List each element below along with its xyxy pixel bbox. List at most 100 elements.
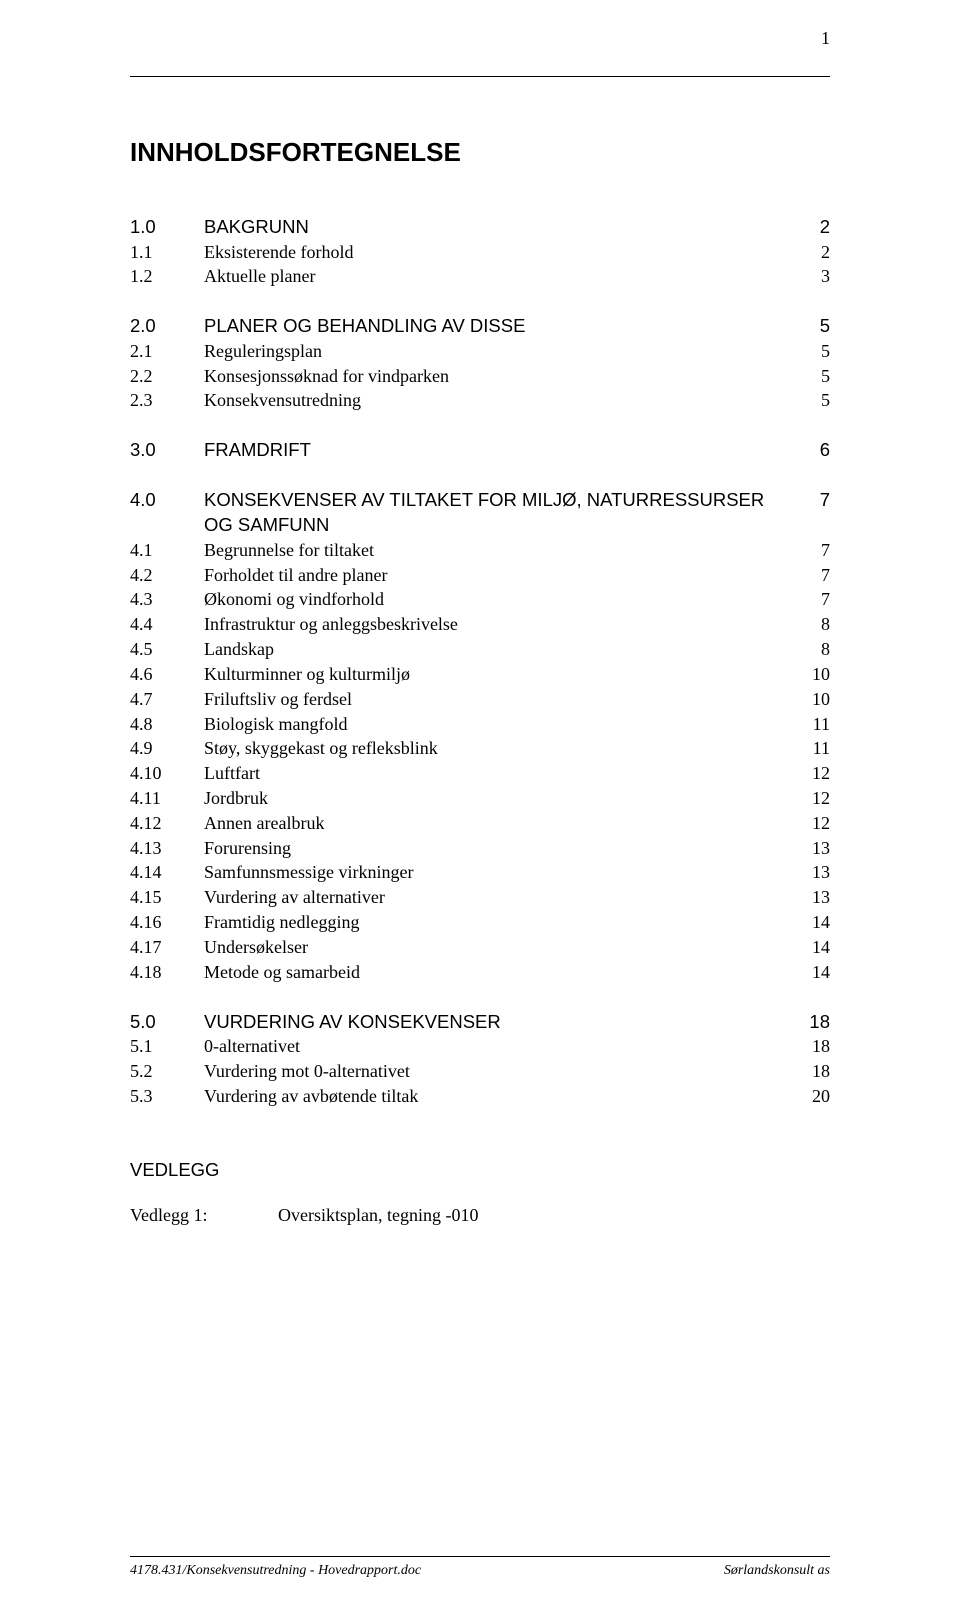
toc-item: 2.2 Konsesjonssøknad for vindparken 5 (130, 364, 830, 389)
toc-item: 4.16 Framtidig nedlegging 14 (130, 910, 830, 935)
toc-heading: 4.0 KONSEKVENSER AV TILTAKET FOR MILJØ, … (130, 487, 830, 538)
toc-number: 2.1 (130, 339, 204, 364)
toc-item: 4.6 Kulturminner og kulturmiljø 10 (130, 662, 830, 687)
toc-item: 4.7 Friluftsliv og ferdsel 10 (130, 687, 830, 712)
toc-page: 18 (790, 1034, 830, 1059)
document-page: 1 INNHOLDSFORTEGNELSE 1.0 BAKGRUNN 2 1.1… (0, 0, 960, 1226)
toc-number: 4.13 (130, 836, 204, 861)
toc-page: 7 (790, 587, 830, 612)
toc-item: 4.14 Samfunnsmessige virkninger 13 (130, 860, 830, 885)
toc-number: 1.2 (130, 264, 204, 289)
toc-page: 14 (790, 910, 830, 935)
toc-page: 10 (790, 662, 830, 687)
toc-item: 5.1 0-alternativet 18 (130, 1034, 830, 1059)
toc-number: 4.16 (130, 910, 204, 935)
toc-number: 3.0 (130, 437, 204, 463)
toc-label: PLANER OG BEHANDLING AV DISSE (204, 313, 790, 339)
toc-number: 1.1 (130, 240, 204, 265)
toc-number: 4.18 (130, 960, 204, 985)
toc-number: 5.1 (130, 1034, 204, 1059)
toc-label: Annen arealbruk (204, 811, 790, 836)
toc-number: 4.15 (130, 885, 204, 910)
toc-page: 7 (790, 538, 830, 563)
toc-page: 12 (790, 761, 830, 786)
toc-label: Konsekvensutredning (204, 388, 790, 413)
toc-item: 1.1 Eksisterende forhold 2 (130, 240, 830, 265)
toc-label: Landskap (204, 637, 790, 662)
toc-label: BAKGRUNN (204, 214, 790, 240)
footer-rule (130, 1556, 830, 1557)
toc-number: 5.2 (130, 1059, 204, 1084)
toc-number: 2.0 (130, 313, 204, 339)
toc-label: FRAMDRIFT (204, 437, 790, 463)
toc-number: 2.2 (130, 364, 204, 389)
toc-label: Vurdering mot 0-alternativet (204, 1059, 790, 1084)
toc-label: Jordbruk (204, 786, 790, 811)
toc-section-1: 1.0 BAKGRUNN 2 1.1 Eksisterende forhold … (130, 214, 830, 289)
toc-label: Samfunnsmessige virkninger (204, 860, 790, 885)
toc-section-5: 5.0 VURDERING AV KONSEKVENSER 18 5.1 0-a… (130, 1009, 830, 1109)
toc-item: 4.1 Begrunnelse for tiltaket 7 (130, 538, 830, 563)
toc-label: VURDERING AV KONSEKVENSER (204, 1009, 790, 1035)
toc-label: Konsesjonssøknad for vindparken (204, 364, 790, 389)
toc-item: 4.11 Jordbruk 12 (130, 786, 830, 811)
toc-label: Begrunnelse for tiltaket (204, 538, 790, 563)
toc-number: 5.3 (130, 1084, 204, 1109)
toc-item: 5.3 Vurdering av avbøtende tiltak 20 (130, 1084, 830, 1109)
toc-page: 7 (790, 487, 830, 513)
toc-label: Reguleringsplan (204, 339, 790, 364)
toc-number: 2.3 (130, 388, 204, 413)
toc-page: 5 (790, 339, 830, 364)
toc-label: Vurdering av avbøtende tiltak (204, 1084, 790, 1109)
toc-item: 4.4 Infrastruktur og anleggsbeskrivelse … (130, 612, 830, 637)
toc-page: 8 (790, 637, 830, 662)
toc-item: 4.12 Annen arealbruk 12 (130, 811, 830, 836)
toc-number: 4.4 (130, 612, 204, 637)
toc-item: 4.8 Biologisk mangfold 11 (130, 712, 830, 737)
appendix-label: Vedlegg 1: (130, 1205, 278, 1226)
toc-item: 4.10 Luftfart 12 (130, 761, 830, 786)
toc-section-3: 3.0 FRAMDRIFT 6 (130, 437, 830, 463)
toc-label: Eksisterende forhold (204, 240, 790, 265)
toc-label: Kulturminner og kulturmiljø (204, 662, 790, 687)
toc-number: 4.8 (130, 712, 204, 737)
toc-page: 11 (790, 712, 830, 737)
toc-section-2: 2.0 PLANER OG BEHANDLING AV DISSE 5 2.1 … (130, 313, 830, 413)
toc-item: 4.18 Metode og samarbeid 14 (130, 960, 830, 985)
toc-page: 7 (790, 563, 830, 588)
toc-label: Aktuelle planer (204, 264, 790, 289)
toc-page: 5 (790, 313, 830, 339)
toc-number: 4.14 (130, 860, 204, 885)
toc-label: Biologisk mangfold (204, 712, 790, 737)
toc-label: Luftfart (204, 761, 790, 786)
toc-item: 4.3 Økonomi og vindforhold 7 (130, 587, 830, 612)
toc-page: 5 (790, 364, 830, 389)
toc-label: KONSEKVENSER AV TILTAKET FOR MILJØ, NATU… (204, 487, 790, 538)
appendix-item: Vedlegg 1: Oversiktsplan, tegning -010 (130, 1205, 830, 1226)
toc-page: 13 (790, 860, 830, 885)
toc-heading: 5.0 VURDERING AV KONSEKVENSER 18 (130, 1009, 830, 1035)
table-of-contents: 1.0 BAKGRUNN 2 1.1 Eksisterende forhold … (130, 214, 830, 1109)
toc-page: 13 (790, 885, 830, 910)
toc-number: 4.10 (130, 761, 204, 786)
toc-item: 4.9 Støy, skyggekast og refleksblink 11 (130, 736, 830, 761)
toc-label: Forholdet til andre planer (204, 563, 790, 588)
toc-section-4: 4.0 KONSEKVENSER AV TILTAKET FOR MILJØ, … (130, 487, 830, 985)
toc-number: 4.12 (130, 811, 204, 836)
toc-item: 2.3 Konsekvensutredning 5 (130, 388, 830, 413)
toc-label: 0-alternativet (204, 1034, 790, 1059)
page-footer: 4178.431/Konsekvensutredning - Hovedrapp… (130, 1556, 830, 1579)
toc-number: 4.2 (130, 563, 204, 588)
toc-number: 1.0 (130, 214, 204, 240)
toc-label: Undersøkelser (204, 935, 790, 960)
toc-page: 12 (790, 786, 830, 811)
toc-item: 4.2 Forholdet til andre planer 7 (130, 563, 830, 588)
toc-number: 4.5 (130, 637, 204, 662)
toc-label: Støy, skyggekast og refleksblink (204, 736, 790, 761)
toc-label: Friluftsliv og ferdsel (204, 687, 790, 712)
toc-page: 5 (790, 388, 830, 413)
toc-item: 4.15 Vurdering av alternativer 13 (130, 885, 830, 910)
toc-page: 10 (790, 687, 830, 712)
toc-page: 13 (790, 836, 830, 861)
toc-page: 14 (790, 960, 830, 985)
